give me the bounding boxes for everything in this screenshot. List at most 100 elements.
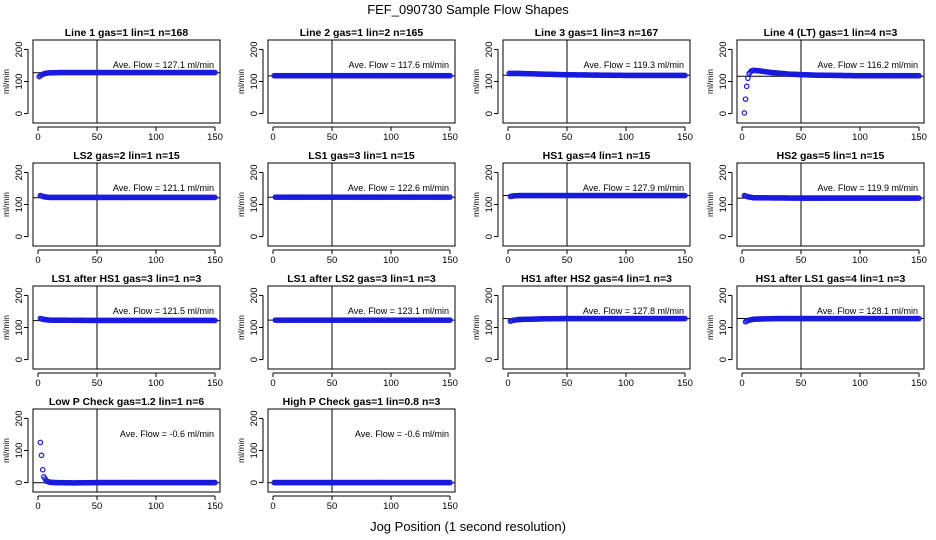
panel: HS1 after HS2 gas=4 lin=1 n=3 0 100 200 ml/m… xyxy=(471,273,693,389)
y-tick-label: 0 xyxy=(718,357,729,362)
y-axis-label: ml/min xyxy=(471,315,481,340)
panel-title: HS1 gas=4 lin=1 n=15 xyxy=(543,150,651,162)
average-flow-annotation: Ave. Flow = 119.3 ml/min xyxy=(584,60,684,70)
x-tick-label: 100 xyxy=(618,132,634,143)
y-axis-label: ml/min xyxy=(471,192,481,217)
y-tick-label: 200 xyxy=(14,164,25,180)
data-point xyxy=(745,75,751,82)
panel: Low P Check gas=1.2 lin=1 n=6 0 100 200 ml/m… xyxy=(1,396,223,512)
y-tick-label: 100 xyxy=(249,197,260,213)
y-tick-label: 0 xyxy=(718,111,729,116)
y-tick-label: 200 xyxy=(484,287,495,303)
panel-title: LS1 after HS1 gas=3 lin=1 n=3 xyxy=(52,273,202,285)
y-axis-label: ml/min xyxy=(236,69,246,94)
data-point xyxy=(682,72,688,79)
x-tick-label: 0 xyxy=(270,255,275,266)
x-tick-label: 0 xyxy=(505,255,510,266)
average-flow-annotation: Ave. Flow = 127.8 ml/min xyxy=(583,306,684,316)
y-axis-label: ml/min xyxy=(236,315,246,340)
plot-frame xyxy=(267,162,456,247)
x-tick-label: 0 xyxy=(739,132,744,143)
panel: Line 1 gas=1 lin=1 n=168 0 100 200 ml/min 0 50… xyxy=(1,27,223,143)
x-tick-label: 50 xyxy=(562,255,573,266)
plot-frame xyxy=(32,408,221,493)
data-point xyxy=(447,317,453,323)
y-tick-label: 200 xyxy=(718,287,729,303)
x-tick-label: 50 xyxy=(92,255,103,266)
x-tick-label: 150 xyxy=(677,255,693,266)
panel: Line 3 gas=1 lin=3 n=167 0 100 200 ml/min 0 50… xyxy=(471,27,693,143)
x-tick-label: 150 xyxy=(442,255,458,266)
y-tick-label: 100 xyxy=(14,443,25,459)
panel-title: HS2 gas=5 lin=1 n=15 xyxy=(777,150,885,162)
panel: HS2 gas=5 lin=1 n=15 0 100 200 ml/min 0 50 100 1… xyxy=(705,150,927,266)
y-tick-label: 100 xyxy=(718,74,729,90)
panel-title: High P Check gas=1 lin=0.8 n=3 xyxy=(283,396,441,408)
average-flow-annotation: Ave. Flow = 119.9 ml/min xyxy=(818,183,918,193)
x-tick-label: 50 xyxy=(327,501,338,512)
x-tick-label: 150 xyxy=(911,255,927,266)
x-tick-label: 150 xyxy=(207,378,223,389)
y-tick-label: 200 xyxy=(14,41,25,57)
chart-panels: Line 1 gas=1 lin=1 n=168 0 100 200 ml/min 0 50… xyxy=(1,27,927,512)
data-point xyxy=(39,466,46,473)
data-point xyxy=(212,69,218,76)
y-tick-label: 100 xyxy=(718,320,729,336)
average-flow-annotation: Ave. Flow = 123.1 ml/min xyxy=(348,306,449,316)
y-tick-label: 100 xyxy=(484,74,495,90)
x-tick-label: 150 xyxy=(911,378,927,389)
x-tick-label: 100 xyxy=(618,378,634,389)
panel: LS1 gas=3 lin=1 n=15 0 100 200 ml/min 0 50 100 1… xyxy=(236,150,458,266)
average-flow-annotation: Ave. Flow = -0.6 ml/min xyxy=(355,429,449,439)
data-point xyxy=(212,479,218,486)
x-tick-label: 50 xyxy=(796,378,807,389)
x-tick-label: 50 xyxy=(92,501,103,512)
x-tick-label: 0 xyxy=(35,255,40,266)
average-flow-annotation: Ave. Flow = -0.6 ml/min xyxy=(120,429,214,439)
x-tick-label: 0 xyxy=(35,132,40,143)
panel-title: LS1 gas=3 lin=1 n=15 xyxy=(308,150,415,162)
data-point xyxy=(916,72,922,79)
x-tick-label: 150 xyxy=(207,132,223,143)
x-tick-label: 100 xyxy=(383,255,399,266)
panel: High P Check gas=1 lin=0.8 n=3 0 100 200 ml/… xyxy=(236,396,458,512)
x-tick-label: 150 xyxy=(207,255,223,266)
y-tick-label: 100 xyxy=(249,74,260,90)
y-tick-label: 0 xyxy=(249,234,260,239)
y-axis-label: ml/min xyxy=(705,69,715,94)
x-tick-label: 150 xyxy=(442,132,458,143)
x-tick-label: 100 xyxy=(148,378,164,389)
y-axis-label: ml/min xyxy=(1,192,11,217)
x-tick-label: 100 xyxy=(618,255,634,266)
average-flow-annotation: Ave. Flow = 128.1 ml/min xyxy=(817,306,918,316)
x-tick-label: 100 xyxy=(383,501,399,512)
x-tick-label: 0 xyxy=(270,132,275,143)
panel-title: Line 1 gas=1 lin=1 n=168 xyxy=(65,27,189,39)
data-point xyxy=(37,439,44,446)
y-tick-label: 100 xyxy=(249,443,260,459)
y-tick-label: 200 xyxy=(249,287,260,303)
x-tick-label: 0 xyxy=(739,255,744,266)
y-axis-label: ml/min xyxy=(471,69,481,94)
x-tick-label: 0 xyxy=(739,378,744,389)
y-tick-label: 0 xyxy=(484,234,495,239)
plot-frame xyxy=(502,39,691,124)
panel-title: Low P Check gas=1.2 lin=1 n=6 xyxy=(49,396,204,408)
x-tick-label: 50 xyxy=(327,255,338,266)
y-tick-label: 200 xyxy=(484,41,495,57)
data-point xyxy=(212,317,218,324)
x-tick-label: 100 xyxy=(148,255,164,266)
average-flow-annotation: Ave. Flow = 116.2 ml/min xyxy=(818,60,918,70)
average-flow-annotation: Ave. Flow = 127.1 ml/min xyxy=(113,60,214,70)
x-tick-label: 100 xyxy=(852,255,868,266)
x-tick-label: 150 xyxy=(442,378,458,389)
y-tick-label: 200 xyxy=(249,164,260,180)
x-tick-label: 50 xyxy=(327,132,338,143)
plot-frame xyxy=(267,39,456,124)
y-tick-label: 0 xyxy=(14,480,25,485)
panel: LS1 after HS1 gas=3 lin=1 n=3 0 100 200 ml/m… xyxy=(1,273,223,389)
plot-frame xyxy=(267,285,456,370)
y-tick-label: 0 xyxy=(14,111,25,116)
y-axis-label: ml/min xyxy=(705,192,715,217)
y-tick-label: 0 xyxy=(14,234,25,239)
